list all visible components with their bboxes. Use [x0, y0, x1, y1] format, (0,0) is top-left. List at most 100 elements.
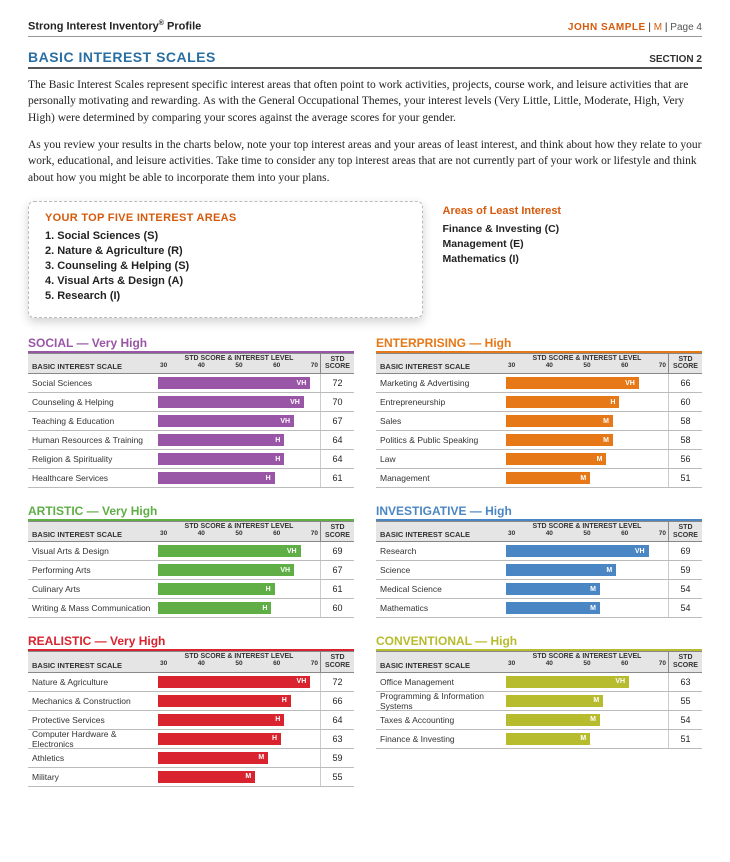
chart-heading: INVESTIGATIVE — High [376, 504, 702, 519]
row-score: 55 [320, 768, 354, 786]
least-list: Finance & Investing (C)Management (E)Mat… [443, 223, 701, 265]
score-bar: H [158, 602, 271, 614]
chart-row: Writing & Mass Communication H 60 [28, 599, 354, 618]
bar-level-label: H [266, 475, 275, 482]
score-bar: M [506, 472, 590, 484]
chart-heading: CONVENTIONAL — High [376, 634, 702, 649]
row-score: 60 [320, 599, 354, 617]
col-bar-header: STD SCORE & INTEREST LEVEL3040506070 [506, 354, 668, 373]
row-label: Medical Science [376, 580, 506, 598]
score-bar: VH [158, 377, 310, 389]
bar-level-label: H [275, 716, 284, 723]
chart-col-headers: BASIC INTEREST SCALESTD SCORE & INTEREST… [28, 651, 354, 672]
summary-boxes: YOUR TOP FIVE INTEREST AREAS 1. Social S… [28, 201, 702, 318]
axis-tick: 60 [621, 362, 628, 369]
chart-col-headers: BASIC INTEREST SCALESTD SCORE & INTEREST… [28, 521, 354, 542]
chart-heading: SOCIAL — Very High [28, 336, 354, 351]
row-bar-area: VH [158, 374, 320, 392]
axis-tick: 50 [583, 530, 590, 537]
row-bar-area: VH [158, 542, 320, 560]
col-bar-header: STD SCORE & INTEREST LEVEL3040506070 [506, 652, 668, 671]
chart-row: EntrepreneurshipH60 [376, 393, 702, 412]
row-score: 54 [668, 580, 702, 598]
least-title: Areas of Least Interest [443, 205, 701, 217]
chart-row: Finance & InvestingM51 [376, 730, 702, 749]
bar-level-label: M [603, 437, 613, 444]
chart-row: MathematicsM54 [376, 599, 702, 618]
bar-level-label: VH [615, 678, 629, 685]
row-score: 54 [668, 711, 702, 729]
row-label: Protective Services [28, 711, 158, 729]
row-bar-area: VH [158, 412, 320, 430]
row-score: 58 [668, 431, 702, 449]
top5-item: 3. Counseling & Helping (S) [45, 260, 406, 272]
bar-level-label: H [275, 437, 284, 444]
row-bar-area: H [158, 450, 320, 468]
score-bar: M [506, 583, 600, 595]
doc-title-b: Profile [164, 21, 201, 33]
axis-tick: 70 [659, 660, 666, 667]
row-label: Taxes & Accounting [376, 711, 506, 729]
bar-level-label: H [262, 605, 271, 612]
chart-block: ARTISTIC — Very HighBASIC INTEREST SCALE… [28, 504, 354, 618]
axis-tick: 70 [311, 530, 318, 537]
row-label: Office Management [376, 673, 506, 691]
col-bar-header: STD SCORE & INTEREST LEVEL3040506070 [506, 522, 668, 541]
bar-level-label: M [593, 697, 603, 704]
row-score: 58 [668, 412, 702, 430]
score-bar: H [158, 583, 275, 595]
chart-row: Politics & Public SpeakingM58 [376, 431, 702, 450]
row-score: 64 [320, 711, 354, 729]
pipe-sep: | [646, 22, 654, 33]
row-score: 66 [668, 374, 702, 392]
row-bar-area: H [158, 711, 320, 729]
top5-box: YOUR TOP FIVE INTEREST AREAS 1. Social S… [28, 201, 423, 318]
chart-row: Healthcare ServicesH61 [28, 469, 354, 488]
row-bar-area: H [506, 393, 668, 411]
top5-list: 1. Social Sciences (S)2. Nature & Agricu… [45, 230, 406, 302]
row-bar-area: M [506, 580, 668, 598]
score-bar: H [158, 733, 281, 745]
bar-level-label: M [580, 475, 590, 482]
row-label: Athletics [28, 749, 158, 767]
top5-item: 5. Research (I) [45, 290, 406, 302]
col-name-header: BASIC INTEREST SCALE [376, 652, 506, 671]
score-bar: H [158, 714, 284, 726]
row-score: 51 [668, 730, 702, 748]
axis-tick: 40 [546, 660, 553, 667]
row-label: Management [376, 469, 506, 487]
chart-row: ResearchVH69 [376, 542, 702, 561]
row-label: Writing & Mass Communication [28, 599, 158, 617]
row-label: Marketing & Advertising [376, 374, 506, 392]
bar-level-label: VH [635, 548, 649, 555]
user-info: JOHN SAMPLE | M | Page 4 [568, 22, 702, 33]
row-bar-area: H [158, 730, 320, 748]
chart-row: AthleticsM59 [28, 749, 354, 768]
bar-level-label: M [258, 754, 268, 761]
row-score: 61 [320, 580, 354, 598]
bar-level-label: VH [625, 380, 639, 387]
section-header: BASIC INTEREST SCALES SECTION 2 [28, 49, 702, 69]
row-score: 63 [320, 730, 354, 748]
col-name-header: BASIC INTEREST SCALE [28, 354, 158, 373]
row-score: 51 [668, 469, 702, 487]
axis-tick: 60 [621, 530, 628, 537]
row-bar-area: H [158, 580, 320, 598]
row-bar-area: M [506, 692, 668, 710]
row-label: Research [376, 542, 506, 560]
row-score: 72 [320, 673, 354, 691]
col-score-header: STD SCORE [320, 354, 354, 373]
score-bar: M [158, 771, 255, 783]
bar-level-label: M [590, 605, 600, 612]
score-bar: VH [506, 545, 649, 557]
col-bar-header: STD SCORE & INTEREST LEVEL3040506070 [158, 522, 320, 541]
row-score: 67 [320, 412, 354, 430]
row-label: Performing Arts [28, 561, 158, 579]
bar-level-label: M [580, 735, 590, 742]
score-bar: VH [158, 564, 294, 576]
row-label: Visual Arts & Design [28, 542, 158, 560]
col-score-header: STD SCORE [668, 522, 702, 541]
chart-row: Taxes & AccountingM54 [376, 711, 702, 730]
axis-tick: 40 [546, 530, 553, 537]
row-bar-area: H [158, 431, 320, 449]
